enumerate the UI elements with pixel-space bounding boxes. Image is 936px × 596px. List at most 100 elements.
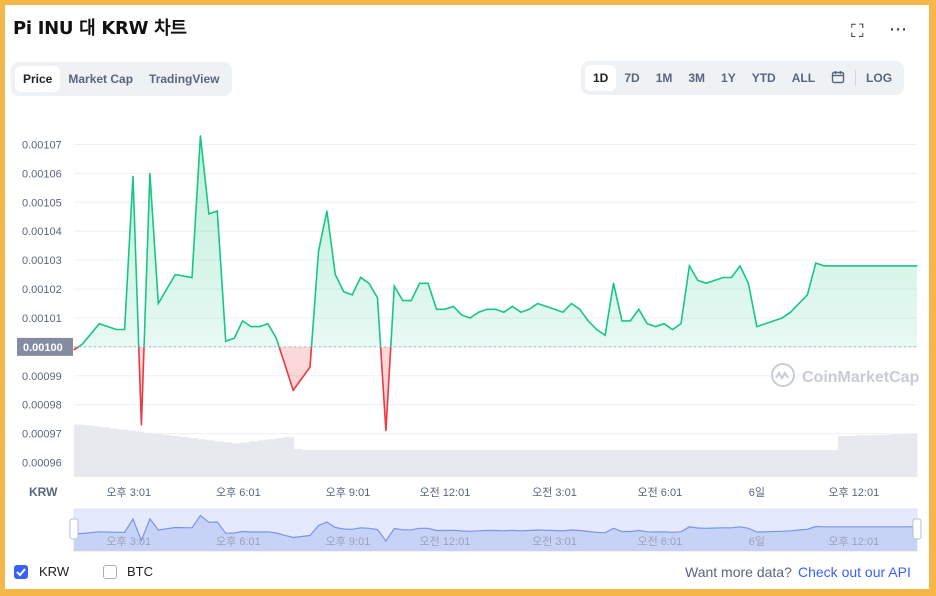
data-point bbox=[520, 311, 522, 313]
watermark-text: CoinMarketCap bbox=[802, 369, 920, 386]
data-point bbox=[132, 175, 134, 177]
y-tick-label: 0.00106 bbox=[22, 168, 62, 180]
tab-price[interactable]: Price bbox=[15, 66, 61, 92]
volume-bar bbox=[679, 450, 690, 477]
range-3m[interactable]: 3M bbox=[688, 71, 706, 85]
volume-bar bbox=[91, 426, 101, 477]
krw-checkbox[interactable] bbox=[14, 565, 28, 579]
data-point bbox=[250, 326, 252, 328]
data-point bbox=[258, 326, 261, 328]
volume-bar bbox=[723, 450, 733, 477]
volume-bar bbox=[293, 448, 303, 477]
data-point bbox=[452, 305, 454, 307]
data-point bbox=[553, 308, 556, 310]
data-point bbox=[756, 326, 758, 328]
volume-bar bbox=[74, 424, 84, 477]
volume-bar bbox=[767, 450, 777, 477]
navigator-line bbox=[73, 514, 917, 543]
volume-bar bbox=[284, 437, 294, 477]
navigator-tick-label: 오후 6:01 bbox=[216, 535, 261, 548]
data-point bbox=[882, 265, 884, 267]
volume-bar bbox=[179, 437, 189, 477]
volume-bar bbox=[794, 450, 804, 477]
data-point bbox=[865, 265, 868, 267]
x-axis: KRW 오후 3:01 오후 6:01 오후 9:01 오전 12:01 오전 3:01 오… bbox=[29, 485, 879, 499]
data-point bbox=[857, 265, 859, 267]
volume-bar bbox=[460, 450, 470, 477]
volume-bar bbox=[785, 450, 795, 477]
volume-bar bbox=[600, 450, 611, 477]
volume-bar bbox=[346, 450, 356, 477]
tab-tradingview[interactable]: TradingView bbox=[149, 72, 220, 86]
data-point bbox=[874, 265, 876, 267]
range-1d[interactable]: 1D bbox=[585, 65, 617, 91]
check-icon bbox=[16, 568, 26, 577]
volume-bar bbox=[750, 450, 760, 477]
volume-bar bbox=[196, 439, 207, 477]
volume-bar bbox=[126, 430, 136, 477]
api-link[interactable]: Check out our API bbox=[798, 564, 911, 580]
volume-bar bbox=[881, 434, 892, 477]
volume-bar bbox=[442, 450, 452, 477]
current-price-tag bbox=[17, 337, 73, 356]
x-tick-label: 오후 9:01 bbox=[326, 486, 371, 499]
data-point bbox=[823, 265, 825, 267]
tab-market-cap[interactable]: Market Cap bbox=[68, 72, 134, 86]
volume-bars bbox=[74, 424, 918, 477]
calendar-icon[interactable] bbox=[823, 64, 853, 93]
range-ytd[interactable]: YTD bbox=[751, 71, 776, 85]
navigator-tick-label: 오후 3:01 bbox=[106, 535, 151, 548]
volume-bar bbox=[117, 429, 128, 477]
price-line-up bbox=[76, 135, 917, 347]
volume-bar bbox=[170, 435, 180, 477]
data-point bbox=[570, 302, 572, 305]
data-point bbox=[815, 262, 817, 264]
data-point bbox=[419, 282, 421, 284]
volume-bar bbox=[627, 450, 637, 477]
data-point bbox=[157, 302, 159, 305]
navigator-area bbox=[74, 515, 917, 551]
data-point bbox=[461, 314, 463, 316]
data-point bbox=[916, 265, 918, 267]
volume-bar bbox=[153, 433, 163, 477]
volume-bar bbox=[855, 435, 865, 477]
volume-bar bbox=[451, 450, 461, 477]
range-7d[interactable]: 7D bbox=[624, 71, 640, 85]
range-1y[interactable]: 1Y bbox=[721, 71, 736, 85]
data-point bbox=[604, 334, 606, 336]
fullscreen-icon[interactable]: ⛶ bbox=[851, 21, 864, 42]
log-toggle[interactable]: LOG bbox=[866, 71, 893, 85]
range-navigator[interactable]: 오후 3:01 오후 6:01 오후 9:01 오전 12:01 오전 3:01 오전 6… bbox=[69, 508, 922, 552]
data-point bbox=[806, 294, 809, 296]
volume-bar bbox=[205, 440, 215, 477]
data-point bbox=[612, 282, 615, 284]
volume-bar bbox=[407, 450, 417, 477]
btc-checkbox[interactable] bbox=[103, 565, 117, 579]
data-point bbox=[427, 282, 429, 284]
x-tick-label: 오전 6:01 bbox=[638, 486, 683, 499]
krw-label: KRW bbox=[39, 564, 70, 579]
range-all[interactable]: ALL bbox=[791, 71, 816, 85]
y-tick-label: 0.00097 bbox=[22, 429, 62, 441]
data-point bbox=[781, 317, 783, 319]
volume-bar bbox=[732, 450, 742, 477]
data-point bbox=[680, 323, 682, 325]
volume-bar bbox=[776, 450, 786, 477]
data-point bbox=[242, 320, 244, 322]
y-tick-label: 0.00096 bbox=[22, 458, 62, 470]
y-tick-label: 0.00105 bbox=[22, 197, 62, 209]
volume-bar bbox=[390, 450, 400, 477]
data-point bbox=[899, 265, 901, 267]
range-1m[interactable]: 1M bbox=[655, 71, 673, 85]
more-options-icon[interactable]: ⋯ bbox=[889, 19, 907, 40]
volume-bar bbox=[100, 427, 110, 477]
volume-bar bbox=[565, 450, 575, 477]
data-point bbox=[385, 430, 387, 432]
volume-bar bbox=[398, 450, 409, 477]
volume-bar bbox=[267, 439, 277, 477]
data-point bbox=[511, 305, 513, 307]
volume-bar bbox=[846, 435, 856, 477]
volume-bar bbox=[328, 450, 338, 477]
volume-bar bbox=[644, 450, 654, 477]
watermark-logo-icon bbox=[771, 363, 795, 387]
